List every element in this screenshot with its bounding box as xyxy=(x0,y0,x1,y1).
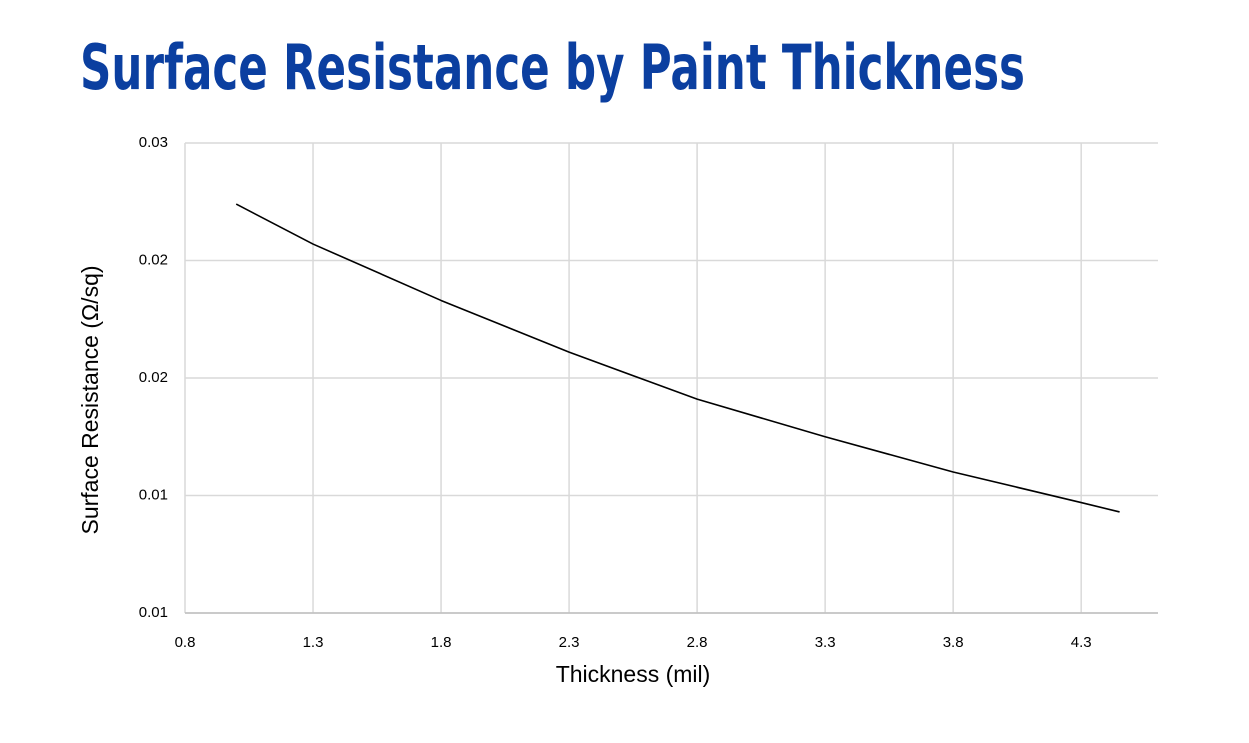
y-axis-label: Surface Resistance (Ω/sq) xyxy=(77,265,103,534)
chart-title: Surface Resistance by Paint Thickness xyxy=(80,31,1025,104)
y-tick-label: 0.01 xyxy=(139,486,168,503)
x-tick-label: 2.3 xyxy=(559,634,580,651)
x-tick-label: 4.3 xyxy=(1071,634,1092,651)
x-tick-label: 3.8 xyxy=(943,634,964,651)
x-tick-label: 1.3 xyxy=(303,634,324,651)
line-series xyxy=(235,203,1120,513)
x-tick-label: 1.8 xyxy=(431,634,452,651)
y-tick-label: 0.02 xyxy=(139,251,168,268)
y-tick-label: 0.01 xyxy=(139,604,168,621)
x-tick-label: 2.8 xyxy=(687,634,708,651)
x-tick-label: 3.3 xyxy=(815,634,836,651)
x-tick-label: 0.8 xyxy=(175,634,196,651)
x-axis-label: Thickness (mil) xyxy=(556,661,711,687)
y-tick-label: 0.02 xyxy=(139,369,168,386)
y-tick-label: 0.03 xyxy=(139,134,168,151)
